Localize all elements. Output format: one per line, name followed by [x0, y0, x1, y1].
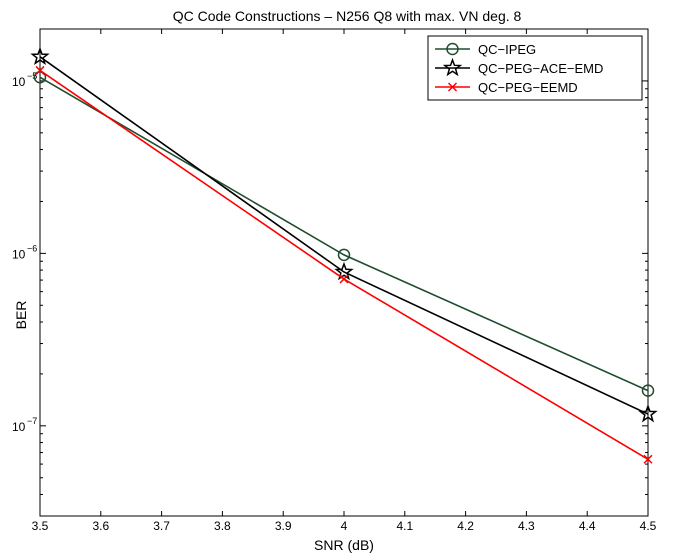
- circle-marker: [33, 71, 47, 84]
- star-marker: [30, 46, 50, 66]
- x-marker: [339, 274, 349, 284]
- legend-label: QC−IPEG: [478, 42, 536, 57]
- x-marker: [447, 82, 458, 92]
- y-tick-label: 10: [12, 420, 26, 434]
- y-tick-exponent: −5: [27, 71, 37, 81]
- x-tick-label: 3.6: [92, 519, 109, 533]
- x-tick-label: 4.1: [396, 519, 413, 533]
- x-tick-label: 3.9: [275, 519, 292, 533]
- star-marker: [638, 403, 658, 423]
- y-axis-label: BER: [13, 301, 29, 330]
- legend: QC−IPEG QC−PEG−ACE−EMD QC−PEG−EEMD: [427, 35, 643, 101]
- circle-marker: [641, 384, 655, 397]
- x-tick-label: 3.8: [214, 519, 231, 533]
- chart-title: QC Code Constructions – N256 Q8 with max…: [173, 8, 522, 24]
- legend-label: QC−PEG−ACE−EMD: [478, 61, 603, 76]
- circle-marker: [446, 42, 459, 56]
- x-tick-label: 3.5: [32, 519, 49, 533]
- star-marker: [334, 261, 354, 281]
- x-tick-label: 4.3: [518, 519, 535, 533]
- x-marker: [643, 454, 653, 464]
- x-tick-label: 4.5: [640, 519, 657, 533]
- circle-marker: [337, 248, 351, 262]
- y-tick-label: 10: [12, 75, 26, 89]
- x-tick-label: 3.7: [153, 519, 170, 533]
- x-tick-label: 4.4: [579, 519, 596, 533]
- x-axis-label: SNR (dB): [314, 537, 374, 553]
- y-tick-exponent: −6: [27, 243, 37, 253]
- x-tick-label: 4.2: [457, 519, 474, 533]
- x-marker: [35, 65, 45, 75]
- legend-label: QC−PEG−EEMD: [478, 80, 578, 95]
- series-line-qc-peg-ace-emd: [39, 56, 649, 415]
- x-tick-label: 4: [341, 519, 348, 533]
- y-tick-exponent: −7: [27, 416, 37, 426]
- y-tick-label: 10: [12, 247, 26, 261]
- star-marker: [442, 57, 463, 77]
- series-line-qc-ipeg: [39, 76, 649, 392]
